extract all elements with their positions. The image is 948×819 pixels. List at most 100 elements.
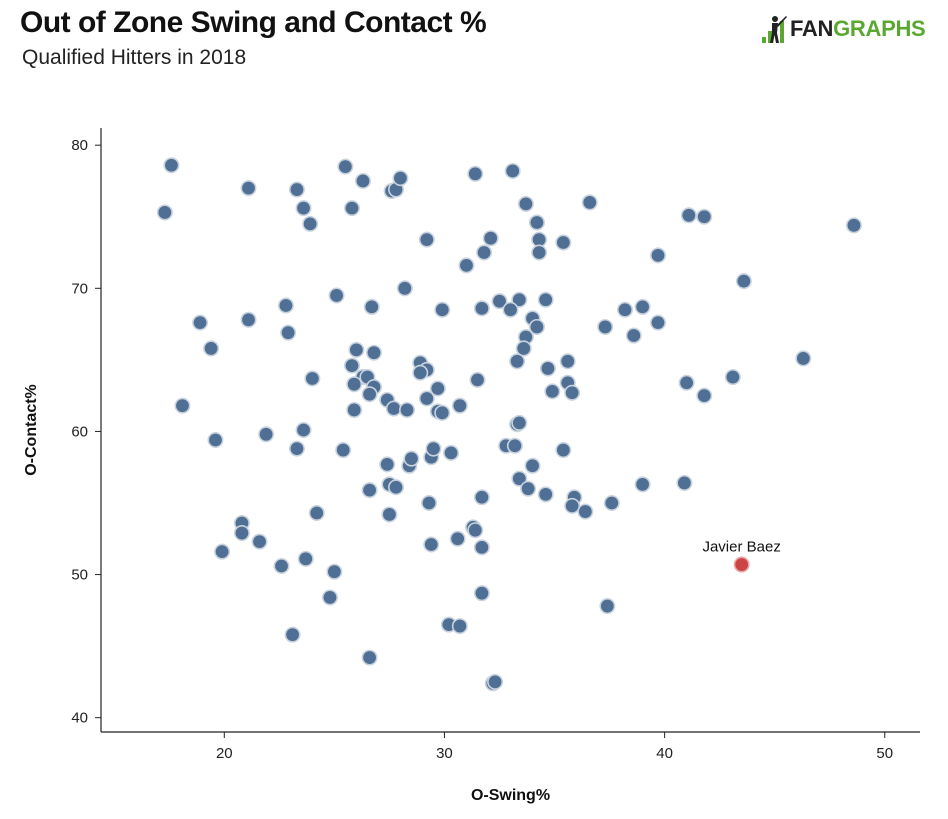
- data-point[interactable]: [363, 298, 380, 315]
- data-point[interactable]: [539, 360, 556, 377]
- data-point[interactable]: [434, 404, 451, 421]
- data-point[interactable]: [361, 482, 378, 499]
- data-point[interactable]: [251, 533, 268, 550]
- data-point[interactable]: [418, 390, 435, 407]
- data-point[interactable]: [429, 380, 446, 397]
- data-point[interactable]: [502, 301, 519, 318]
- data-point[interactable]: [467, 522, 484, 539]
- data-point[interactable]: [449, 530, 466, 547]
- fangraphs-logo[interactable]: FANGRAPHS: [762, 14, 926, 44]
- data-point[interactable]: [634, 476, 651, 493]
- data-point[interactable]: [321, 589, 338, 606]
- data-point[interactable]: [650, 247, 667, 264]
- data-point[interactable]: [381, 506, 398, 523]
- data-point[interactable]: [297, 550, 314, 567]
- data-point[interactable]: [295, 421, 312, 438]
- data-point[interactable]: [511, 470, 528, 487]
- data-point[interactable]: [348, 341, 365, 358]
- data-point[interactable]: [559, 353, 576, 370]
- data-point[interactable]: [399, 401, 416, 418]
- data-point[interactable]: [280, 324, 297, 341]
- data-point[interactable]: [284, 626, 301, 643]
- data-point[interactable]: [544, 383, 561, 400]
- data-point[interactable]: [735, 273, 752, 290]
- data-point[interactable]: [240, 180, 257, 197]
- data-point[interactable]: [564, 384, 581, 401]
- data-point[interactable]: [650, 314, 667, 331]
- data-point[interactable]: [361, 649, 378, 666]
- data-point[interactable]: [425, 440, 442, 457]
- data-point[interactable]: [696, 387, 713, 404]
- data-point[interactable]: [443, 444, 460, 461]
- data-point[interactable]: [524, 457, 541, 474]
- data-point[interactable]: [304, 370, 321, 387]
- data-point[interactable]: [379, 456, 396, 473]
- data-point[interactable]: [385, 400, 402, 417]
- data-point[interactable]: [258, 426, 275, 443]
- data-point[interactable]: [295, 200, 312, 217]
- data-point[interactable]: [476, 244, 493, 261]
- data-point[interactable]: [396, 280, 413, 297]
- data-point[interactable]: [392, 170, 409, 187]
- data-point[interactable]: [346, 376, 363, 393]
- data-point[interactable]: [473, 489, 490, 506]
- data-point[interactable]: [214, 543, 231, 560]
- data-point[interactable]: [335, 442, 352, 459]
- data-point[interactable]: [511, 414, 528, 431]
- data-point[interactable]: [680, 207, 697, 224]
- data-point[interactable]: [343, 200, 360, 217]
- data-point[interactable]: [845, 217, 862, 234]
- data-point[interactable]: [616, 301, 633, 318]
- data-point[interactable]: [491, 293, 508, 310]
- data-point[interactable]: [346, 401, 363, 418]
- data-point[interactable]: [473, 539, 490, 556]
- data-point[interactable]: [555, 442, 572, 459]
- data-point[interactable]: [365, 344, 382, 361]
- data-point[interactable]: [473, 300, 490, 317]
- data-point[interactable]: [581, 194, 598, 211]
- data-point[interactable]: [537, 486, 554, 503]
- data-point[interactable]: [288, 181, 305, 198]
- data-point[interactable]: [174, 397, 191, 414]
- data-point[interactable]: [354, 172, 371, 189]
- data-point[interactable]: [795, 350, 812, 367]
- data-point[interactable]: [517, 195, 534, 212]
- data-point[interactable]: [467, 165, 484, 182]
- data-point[interactable]: [451, 397, 468, 414]
- data-point[interactable]: [487, 673, 504, 690]
- data-point[interactable]: [421, 494, 438, 511]
- data-point[interactable]: [603, 494, 620, 511]
- data-point[interactable]: [528, 318, 545, 335]
- data-point[interactable]: [434, 301, 451, 318]
- data-point[interactable]: [515, 340, 532, 357]
- data-point[interactable]: [343, 357, 360, 374]
- data-point[interactable]: [207, 432, 224, 449]
- data-point[interactable]: [473, 585, 490, 602]
- data-point[interactable]: [337, 158, 354, 175]
- data-point[interactable]: [388, 479, 405, 496]
- data-point[interactable]: [599, 598, 616, 615]
- data-point[interactable]: [504, 162, 521, 179]
- highlight-point-javier-baez[interactable]: [733, 556, 750, 573]
- data-point[interactable]: [203, 340, 220, 357]
- data-point[interactable]: [528, 214, 545, 231]
- data-point[interactable]: [192, 314, 209, 331]
- data-point[interactable]: [509, 353, 526, 370]
- data-point[interactable]: [469, 371, 486, 388]
- data-point[interactable]: [482, 230, 499, 247]
- data-point[interactable]: [511, 291, 528, 308]
- data-point[interactable]: [577, 503, 594, 520]
- data-point[interactable]: [555, 234, 572, 251]
- data-point[interactable]: [696, 208, 713, 225]
- data-point[interactable]: [302, 215, 319, 232]
- data-point[interactable]: [403, 450, 420, 467]
- data-point[interactable]: [506, 437, 523, 454]
- data-point[interactable]: [625, 327, 642, 344]
- data-point[interactable]: [288, 440, 305, 457]
- data-point[interactable]: [564, 497, 581, 514]
- data-point[interactable]: [531, 244, 548, 261]
- data-point[interactable]: [423, 536, 440, 553]
- data-point[interactable]: [240, 311, 257, 328]
- data-point[interactable]: [156, 204, 173, 221]
- data-point[interactable]: [326, 563, 343, 580]
